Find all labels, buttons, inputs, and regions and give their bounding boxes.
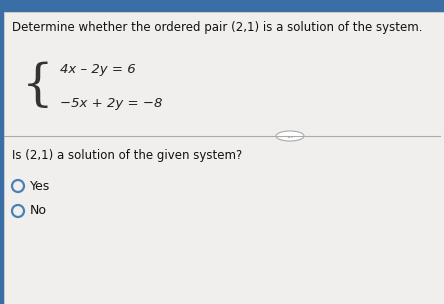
FancyBboxPatch shape (4, 12, 444, 304)
FancyBboxPatch shape (0, 12, 4, 304)
Text: Yes: Yes (30, 179, 50, 192)
Ellipse shape (276, 131, 304, 141)
Text: ...: ... (286, 132, 293, 140)
Text: Is (2,1) a solution of the given system?: Is (2,1) a solution of the given system? (12, 149, 242, 162)
Text: No: No (30, 205, 47, 217)
Text: −5x + 2y = −8: −5x + 2y = −8 (60, 98, 163, 110)
Text: Determine whether the ordered pair (2,1) is a solution of the system.: Determine whether the ordered pair (2,1)… (12, 21, 423, 34)
Text: 4x – 2y = 6: 4x – 2y = 6 (60, 63, 135, 75)
Text: {: { (22, 61, 54, 111)
FancyBboxPatch shape (0, 0, 444, 12)
